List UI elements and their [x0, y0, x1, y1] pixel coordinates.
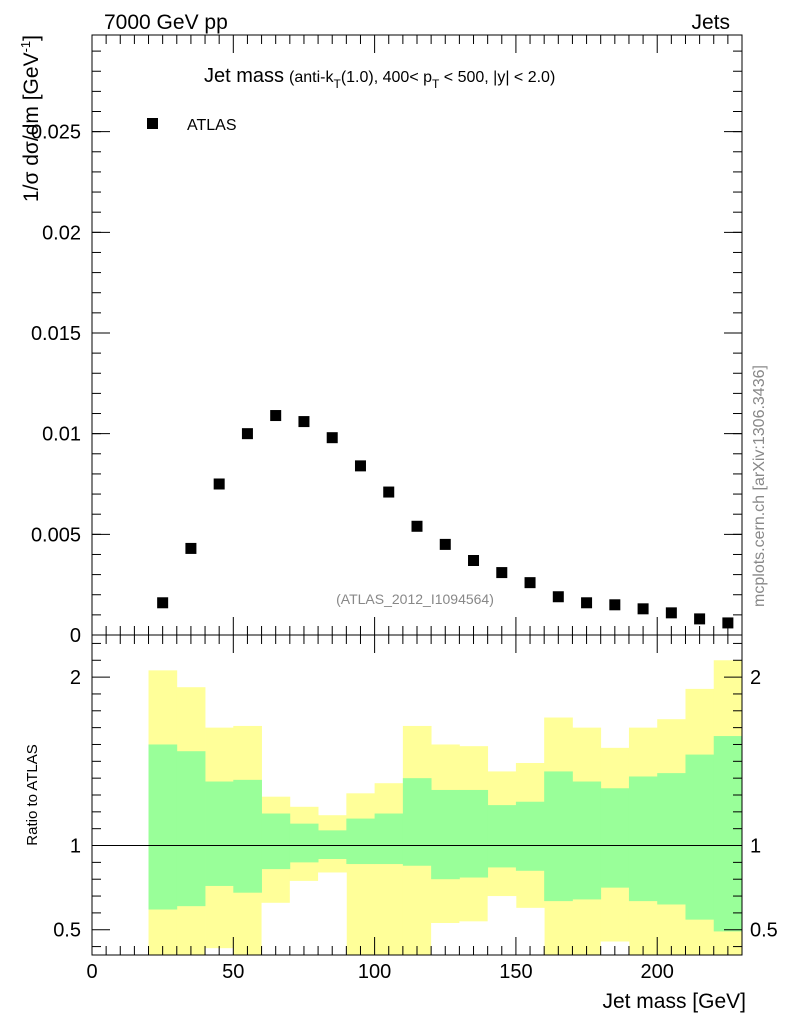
x-tick-label: 50 [222, 961, 244, 983]
band-bin [515, 801, 545, 871]
top-y-tick-label: 0 [70, 625, 81, 647]
top-panel: 0 0.005 0.01 0.015 0.02 0.025 Jet mass (anti-k… [18, 34, 743, 647]
band-bin [318, 830, 347, 859]
ratio-y-tick-label-right: 1 [750, 836, 761, 858]
data-point [185, 542, 197, 554]
x-tick-label: 0 [86, 961, 97, 983]
data-point [722, 617, 734, 629]
bottom-ticks: 0.5 0.5 1 1 2 2 0 50 100 150 200 [53, 635, 778, 983]
band-bin [148, 744, 178, 910]
band-inner [148, 736, 742, 932]
band-bin [289, 880, 319, 955]
plot-title-sub-sub2: T [432, 77, 440, 91]
band-bin [233, 779, 262, 893]
plot-title: Jet mass (anti-kT(1.0), 400< pT < 500, |y… [204, 65, 555, 91]
data-point [552, 591, 564, 603]
data-point [354, 460, 366, 472]
xlabel: Jet mass [GeV] [602, 990, 746, 1013]
data-point [411, 520, 423, 532]
header-left: 7000 GeV pp [104, 11, 228, 34]
top-ylabel-main: 1/σ dσ/dm [GeV [20, 52, 43, 202]
plot-title-main: Jet mass [204, 65, 284, 87]
ratio-y-tick-label-left: 0.5 [53, 920, 81, 942]
top-ylabel-sup: -1 [18, 41, 33, 53]
band-bin [431, 789, 460, 880]
band-bin [318, 872, 347, 955]
top-y-tick-label: 0.005 [31, 524, 81, 546]
data-point [609, 599, 621, 611]
bottom-ylabel: Ratio to ATLAS [24, 744, 41, 845]
plot-title-sub-a: (anti-k [289, 69, 334, 86]
band-bin [628, 776, 658, 902]
band-bin [346, 818, 376, 865]
data-points [157, 410, 734, 629]
top-y-tick-label: 0.025 [31, 122, 81, 144]
top-ylabel-close: ] [20, 35, 43, 41]
data-point [270, 410, 282, 422]
data-point [326, 432, 338, 444]
top-ylabel: 1/σ dσ/dm [GeV-1] [18, 35, 43, 202]
legend-marker [147, 118, 158, 129]
ratio-y-tick-label-right: 2 [750, 667, 761, 689]
plot-title-sub-sub1: T [333, 77, 341, 91]
band-bin [657, 773, 686, 905]
data-point [581, 597, 593, 609]
data-point [213, 478, 225, 490]
plot-title-sub-b: (1.0), 400< p [341, 69, 432, 86]
data-point [298, 416, 310, 428]
data-point [665, 607, 677, 619]
band-bin [544, 771, 573, 902]
band-bin [289, 823, 319, 863]
band-bin [402, 778, 432, 866]
x-tick-label: 150 [499, 961, 532, 983]
band-bin [205, 781, 234, 886]
data-point [157, 597, 169, 609]
ratio-y-tick-label-right: 0.5 [750, 920, 778, 942]
band-bin [600, 788, 630, 888]
band-bin [261, 813, 291, 870]
data-point [496, 567, 508, 579]
header-right: Jets [691, 11, 730, 34]
top-y-tick-label: 0.02 [42, 222, 81, 244]
band-bin [487, 896, 517, 955]
data-point [524, 577, 536, 589]
band-bin [685, 754, 715, 920]
band-bin [459, 789, 489, 878]
data-point [468, 555, 480, 567]
top-y-tick-label: 0.01 [42, 424, 81, 446]
band-bin [487, 805, 517, 868]
data-point [694, 613, 706, 625]
bottom-panel: 0.5 0.5 1 1 2 2 0 50 100 150 200 Ratio to ATLAS Je… [24, 634, 778, 1013]
side-label: mcplots.cern.ch [arXiv:1306.3436] [751, 365, 768, 607]
x-tick-label: 200 [641, 961, 674, 983]
legend-label: ATLAS [187, 117, 237, 134]
data-point [383, 486, 395, 498]
ratio-y-tick-label-left: 2 [70, 667, 81, 689]
top-y-tick-label: 0.015 [31, 323, 81, 345]
top-ticks: 0 0.005 0.01 0.015 0.02 0.025 [31, 35, 742, 647]
band-bin [374, 813, 404, 865]
band-bin [713, 736, 742, 932]
data-point [241, 428, 253, 440]
data-point [637, 603, 649, 615]
ratio-y-tick-label-left: 1 [70, 836, 81, 858]
data-point [439, 538, 451, 550]
band-bin [176, 751, 206, 907]
plot-title-sub-c: < 500, |y| < 2.0) [439, 69, 555, 86]
analysis-watermark: (ATLAS_2012_I1094564) [336, 591, 494, 607]
band-bin [346, 793, 376, 955]
band-bin [572, 781, 602, 900]
band-bin [374, 783, 404, 955]
ratio-bands [148, 660, 742, 955]
x-tick-label: 100 [358, 961, 391, 983]
